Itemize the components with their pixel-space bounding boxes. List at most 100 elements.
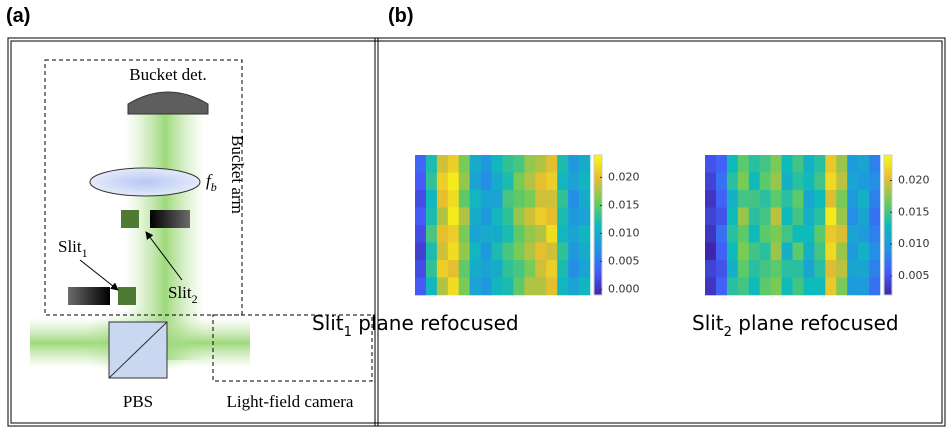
heatmap-cell xyxy=(546,260,558,278)
heatmap-cell xyxy=(469,277,481,296)
heatmap-cell xyxy=(836,225,848,243)
heatmap-cell xyxy=(469,207,481,226)
heatmap-cell xyxy=(535,207,547,226)
heatmap-cell xyxy=(557,190,569,208)
heatmap-cell xyxy=(458,190,470,208)
heatmap-cell xyxy=(715,155,728,173)
heatmap-cell xyxy=(759,190,771,208)
bucket-arm-box xyxy=(44,59,243,316)
heatmap-cell xyxy=(447,260,460,278)
lens-label: fb xyxy=(206,171,217,194)
heatmap-cell xyxy=(770,277,782,296)
heatmap-cell xyxy=(415,190,427,208)
heatmap-cell xyxy=(705,190,717,208)
heatmap-cell xyxy=(748,277,760,296)
heatmap-cell xyxy=(425,207,438,226)
heatmap-cell xyxy=(436,242,449,261)
heatmap-cell xyxy=(579,225,591,243)
heatmap-cell xyxy=(480,277,492,296)
camera-box xyxy=(212,314,373,382)
slit1-subscript: 1 xyxy=(82,246,88,260)
heatmap-cell xyxy=(792,172,804,191)
heatmap-cell xyxy=(579,242,591,261)
heatmap-cell xyxy=(415,225,427,243)
slit xyxy=(121,210,139,228)
heatmap-cell xyxy=(436,207,449,226)
heatmap-cell xyxy=(726,190,739,208)
blocker xyxy=(68,287,110,305)
heatmap-cell xyxy=(480,207,492,226)
heatmap-cell xyxy=(748,225,760,243)
heatmap-cell xyxy=(546,207,558,226)
heatmap-cell xyxy=(759,172,771,191)
heatmap-cell xyxy=(447,155,460,173)
heatmap-cell xyxy=(491,207,503,226)
heatmap-cell xyxy=(825,242,837,261)
title-subscript: 1 xyxy=(344,325,352,340)
colorbar xyxy=(593,154,603,296)
heatmap-cell xyxy=(781,260,793,278)
heatmap-cell xyxy=(705,242,717,261)
panel-label: (a) xyxy=(6,5,30,27)
heatmap-cell xyxy=(715,190,728,208)
heatmap-cell xyxy=(705,172,717,191)
colorbar-label: 0.010 xyxy=(898,237,930,250)
heatmap-cell xyxy=(715,207,728,226)
heatmap-cell xyxy=(415,207,427,226)
heatmap-cell xyxy=(737,225,750,243)
heatmap-cell xyxy=(535,155,547,173)
heatmap-cell xyxy=(447,207,460,226)
heatmap-cell xyxy=(726,172,739,191)
heatmap-cell xyxy=(491,172,503,191)
frame xyxy=(7,37,946,427)
colorbar-label: 0.005 xyxy=(898,269,930,282)
heatmap-cell xyxy=(803,190,815,208)
heatmap-cell xyxy=(502,207,514,226)
heatmap-cell xyxy=(814,155,826,173)
heatmap-cell xyxy=(814,207,826,226)
colorbar-label: 0.015 xyxy=(898,205,930,218)
heatmap-cell xyxy=(825,190,837,208)
slit2-subscript: 2 xyxy=(192,292,198,306)
heatmap-cell xyxy=(748,242,760,261)
heatmap-cell xyxy=(737,277,750,296)
heatmap-cell xyxy=(425,260,438,278)
colorbar-label: 0.010 xyxy=(608,226,640,239)
heatmap-cell xyxy=(726,225,739,243)
heatmap-cell xyxy=(803,155,815,173)
heatmap-cell xyxy=(557,277,569,296)
pbs-label: PBS xyxy=(123,392,153,411)
heatmap-cell xyxy=(469,242,481,261)
heatmap-cell xyxy=(869,207,881,226)
heatmap-cell xyxy=(480,155,492,173)
heatmap-cell xyxy=(737,172,750,191)
heatmap-cell xyxy=(546,277,558,296)
heatmap-cell xyxy=(715,242,728,261)
heatmap-cell xyxy=(869,190,881,208)
heatmap-cell xyxy=(524,172,536,191)
heatmap-cell xyxy=(770,190,782,208)
heatmap-cell xyxy=(458,172,470,191)
heatmap-cell xyxy=(836,207,848,226)
heatmap-cell xyxy=(513,242,525,261)
heatmap-cell xyxy=(858,207,870,226)
heatmap-cell xyxy=(579,207,591,226)
arrow xyxy=(145,231,183,281)
heatmap-cell xyxy=(770,172,782,191)
heatmap-cell xyxy=(458,207,470,226)
colorbar-label: 0.015 xyxy=(608,198,640,211)
heatmap-cell xyxy=(705,155,717,173)
heatmap-cell xyxy=(568,155,580,173)
heatmap-cell xyxy=(513,155,525,173)
heatmap-title: Slit2 plane refocused xyxy=(692,311,899,340)
heatmap-cell xyxy=(869,277,881,296)
heatmap-cell xyxy=(491,277,503,296)
heatmap-cell xyxy=(546,225,558,243)
heatmap-cell xyxy=(781,207,793,226)
heatmap-cell xyxy=(491,242,503,261)
heatmap-cell xyxy=(513,190,525,208)
heatmap-cell xyxy=(836,260,848,278)
heatmap-cell xyxy=(814,190,826,208)
heatmap-cell xyxy=(513,207,525,226)
heatmap-cell xyxy=(792,225,804,243)
